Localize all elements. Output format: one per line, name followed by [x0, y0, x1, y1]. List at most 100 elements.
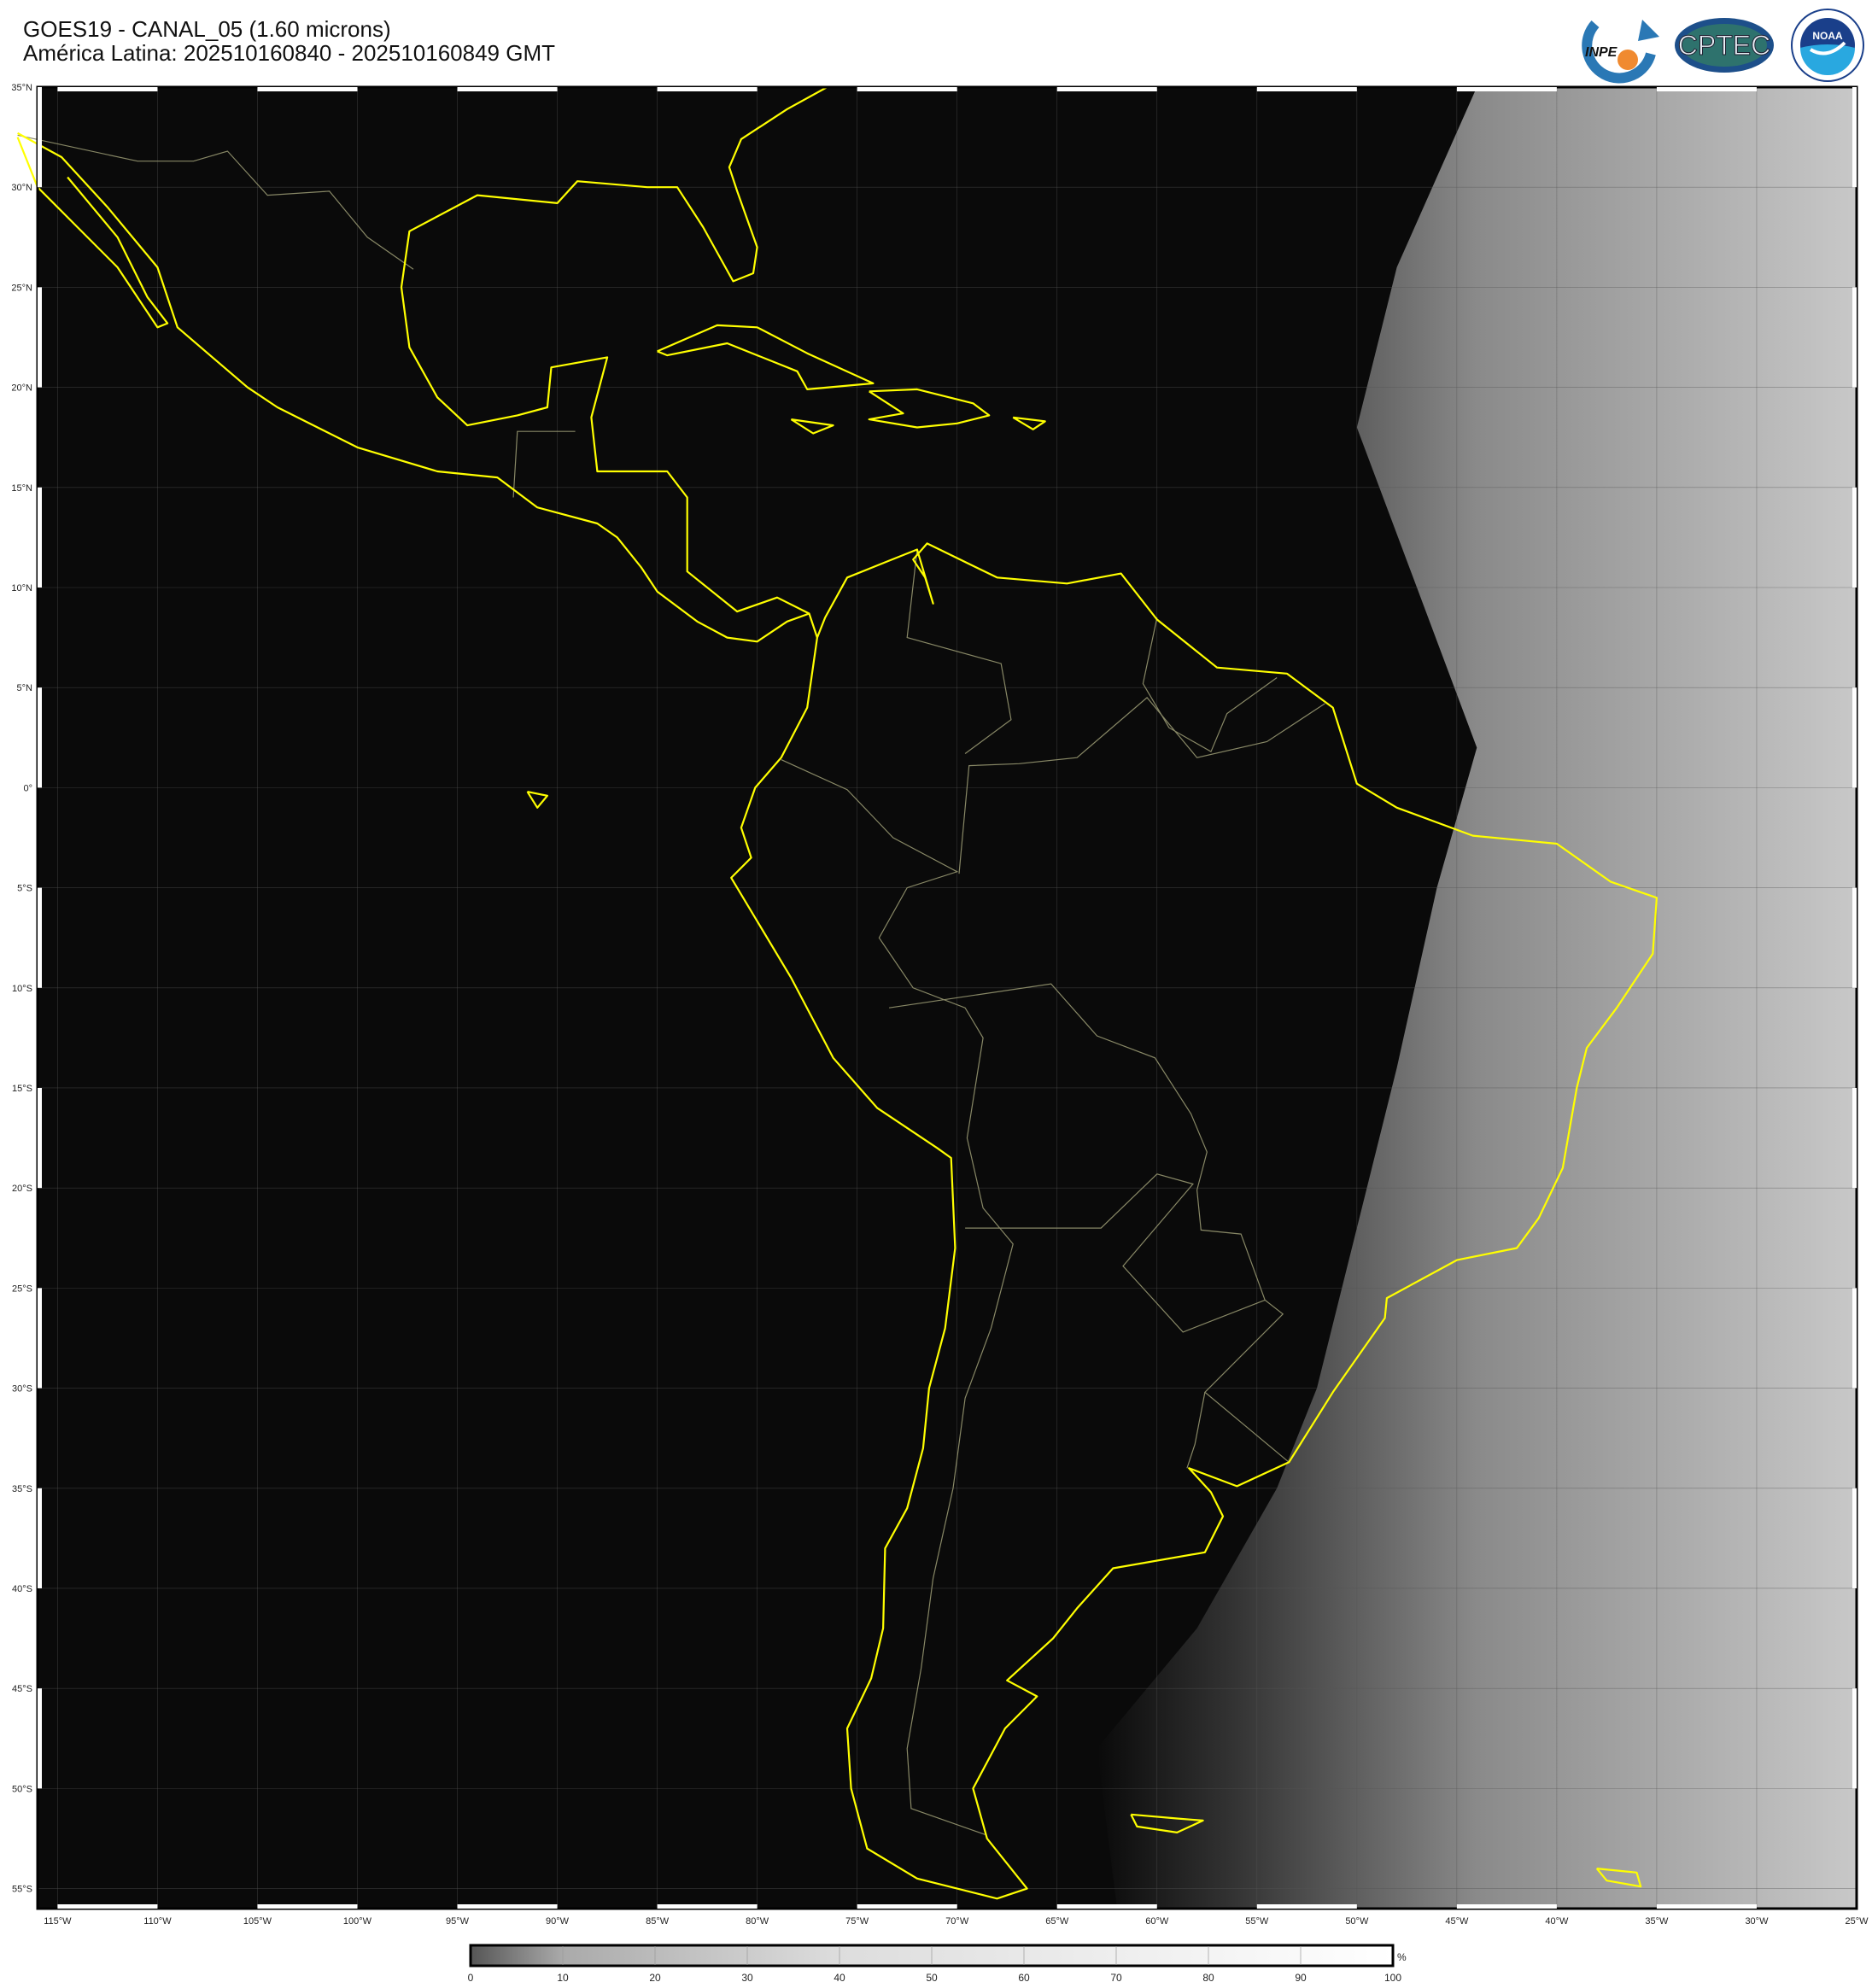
- svg-text:CPTEC: CPTEC: [1678, 30, 1770, 61]
- border-line: [958, 697, 1325, 874]
- colorbar-tick-label: 90: [1295, 1972, 1307, 1984]
- frame-tick-right: [1852, 287, 1857, 388]
- frame-tick-bottom: [1056, 1904, 1157, 1909]
- longitude-label: 45°W: [1445, 1916, 1469, 1927]
- longitude-label: 110°W: [143, 1916, 172, 1927]
- frame-tick-left: [38, 487, 42, 588]
- map-frame: [36, 85, 1858, 1910]
- frame-tick-bottom: [1456, 1904, 1557, 1909]
- longitude-label: 55°W: [1245, 1916, 1269, 1927]
- frame-tick-top: [857, 87, 957, 91]
- frame-tick-left: [38, 1288, 42, 1389]
- longitude-label: 70°W: [945, 1916, 969, 1927]
- frame-tick-top: [1656, 87, 1757, 91]
- frame-tick-left: [38, 1488, 42, 1588]
- frame-tick-top: [1256, 87, 1357, 91]
- colorbar-tick-label: 0: [468, 1972, 474, 1984]
- longitude-label: 85°W: [646, 1916, 670, 1927]
- frame-tick-top: [1056, 87, 1157, 91]
- latitude-label: 35°S: [12, 1484, 32, 1494]
- coastline: [16, 137, 169, 329]
- colorbar-tick-label: 10: [557, 1972, 569, 1984]
- frame-tick-left: [38, 287, 42, 388]
- cloud-imagery: [1097, 87, 1857, 1909]
- border-line: [965, 1173, 1266, 1333]
- latitude-label: 0°: [23, 783, 32, 793]
- frame-tick-bottom: [657, 1904, 758, 1909]
- colorbar: 0 10 20 30 40 50 60 70 80 90 100 %: [468, 1944, 1407, 1984]
- coastline: [17, 132, 818, 643]
- border-line: [889, 983, 1290, 1463]
- frame-tick-left: [38, 87, 42, 188]
- inpe-logo: INPE: [1582, 20, 1659, 84]
- border-line: [781, 759, 1014, 1835]
- frame-tick-left: [38, 687, 42, 788]
- longitude-labels: 115°W 110°W 105°W 100°W 95°W 90°W 85°W 80°W 75°W…: [44, 1916, 1869, 1927]
- frame-tick-bottom: [1656, 1904, 1757, 1909]
- longitude-label: 35°W: [1645, 1916, 1669, 1927]
- coastline: [1595, 1868, 1642, 1888]
- frame-tick-bottom: [457, 1904, 558, 1909]
- coastline: [790, 418, 834, 435]
- frame-tick-left: [38, 1688, 42, 1789]
- svg-text:INPE: INPE: [1585, 45, 1618, 60]
- frame-tick-bottom: [257, 1904, 358, 1909]
- coastline: [1130, 1813, 1204, 1833]
- latitude-label: 15°N: [11, 483, 32, 494]
- svg-text:NOAA: NOAA: [1812, 30, 1843, 42]
- frame-tick-right: [1852, 87, 1857, 188]
- colorbar-tick-label: 100: [1384, 1972, 1401, 1984]
- coastline: [526, 791, 548, 809]
- longitude-label: 50°W: [1345, 1916, 1369, 1927]
- frame-tick-top: [1456, 87, 1557, 91]
- graticule: [38, 86, 1857, 1909]
- frame-tick-bottom: [1256, 1904, 1357, 1909]
- colorbar-tick-label: 40: [834, 1972, 845, 1984]
- frame-tick-right: [1852, 487, 1857, 588]
- frame-tick-top: [257, 87, 358, 91]
- frame-tick-bottom: [857, 1904, 957, 1909]
- colorbar-tick-label: 20: [649, 1972, 661, 1984]
- colorbar-tick-label: 60: [1018, 1972, 1030, 1984]
- frame-tick-left: [38, 887, 42, 988]
- longitude-label: 25°W: [1845, 1916, 1869, 1927]
- colorbar-tick-label: 80: [1202, 1972, 1214, 1984]
- latitude-labels: 35°N 30°N 25°N 20°N 15°N 10°N 5°N 0° 5°S 10°S 15°S…: [11, 83, 32, 1895]
- latitude-label: 20°S: [12, 1184, 32, 1194]
- border-line: [17, 134, 414, 270]
- border-line: [906, 549, 1012, 754]
- colorbar-tick-label: 70: [1110, 1972, 1122, 1984]
- longitude-label: 80°W: [746, 1916, 769, 1927]
- cptec-logo: CPTEC: [1675, 18, 1774, 73]
- noaa-logo: NOAA: [1791, 9, 1864, 82]
- coastline: [730, 542, 1658, 1900]
- frame-tick-right: [1852, 887, 1857, 988]
- longitude-label: 30°W: [1745, 1916, 1769, 1927]
- latitude-label: 25°N: [11, 283, 32, 293]
- frame-tick-right: [1852, 1087, 1857, 1189]
- frame-tick-left: [38, 1087, 42, 1189]
- frame-tick-top: [657, 87, 758, 91]
- border-line: [1186, 1392, 1206, 1469]
- coastline: [1012, 416, 1046, 430]
- frame-tick-right: [1852, 687, 1857, 788]
- map-subtitle: América Latina: 202510160840 - 202510160…: [23, 40, 555, 66]
- latitude-label: 45°S: [12, 1684, 32, 1694]
- frame-tick-bottom: [57, 1904, 158, 1909]
- colorbar-unit: %: [1397, 1951, 1407, 1963]
- latitude-label: 15°S: [12, 1084, 32, 1094]
- latitude-label: 35°N: [11, 83, 32, 93]
- coastline: [657, 324, 875, 390]
- longitude-label: 65°W: [1045, 1916, 1069, 1927]
- latitude-label: 40°S: [12, 1584, 32, 1594]
- coastline: [400, 86, 828, 615]
- longitude-label: 100°W: [343, 1916, 372, 1927]
- latitude-label: 10°S: [12, 984, 32, 994]
- frame-tick-right: [1852, 1688, 1857, 1789]
- latitude-label: 5°S: [17, 884, 32, 894]
- latitude-label: 10°N: [11, 583, 32, 593]
- coastlines: [16, 86, 1658, 1900]
- longitude-label: 60°W: [1145, 1916, 1169, 1927]
- colorbar-tick-label: 50: [926, 1972, 938, 1984]
